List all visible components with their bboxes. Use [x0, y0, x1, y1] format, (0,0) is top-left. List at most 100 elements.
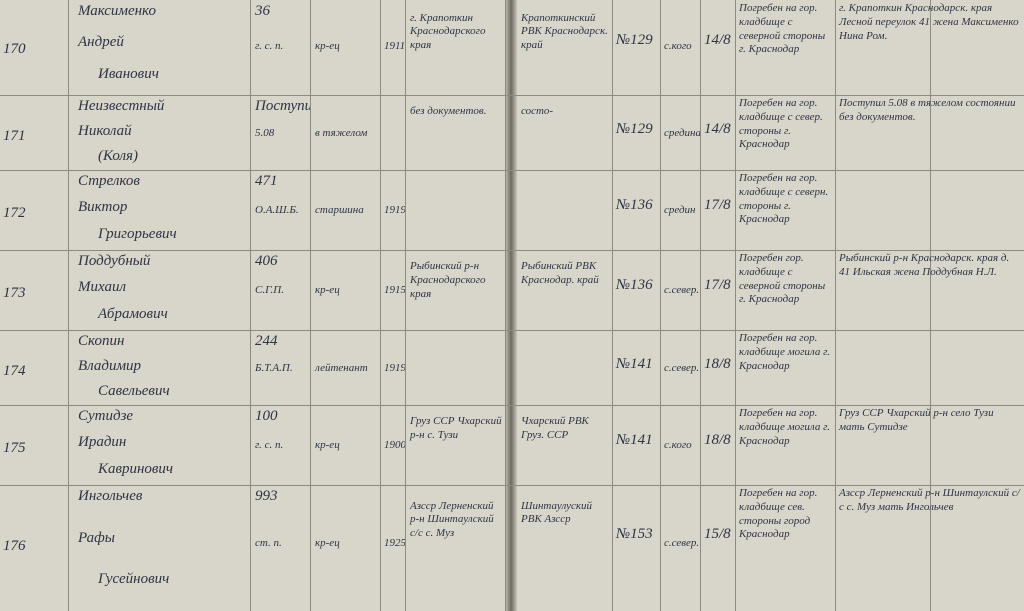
burial: Погребен на гор. кладбище могила г. Крас…: [739, 407, 830, 447]
cause: с.север.: [664, 537, 700, 550]
surname: Поддубный: [78, 253, 151, 269]
unit-type: С.Г.П.: [255, 284, 284, 296]
date: 18/8: [704, 355, 731, 372]
record-number: №141: [616, 355, 653, 372]
row-number: 175: [3, 440, 26, 456]
rank: кр-ец: [315, 284, 340, 296]
date: 17/8: [704, 197, 731, 213]
birth-year: 1900: [384, 439, 405, 451]
unit: Поступил: [255, 98, 310, 114]
patronymic: Савельевич: [98, 382, 170, 399]
patronymic: (Коля): [98, 147, 139, 164]
unit-type: 5.08: [255, 127, 275, 139]
column-rule: [700, 0, 701, 611]
unit: 993: [255, 488, 278, 504]
rank: кр-ец: [315, 40, 340, 52]
first-name: Михаил: [78, 279, 126, 296]
surname: Ингольчев: [78, 488, 143, 504]
unit: 244: [255, 333, 278, 349]
birthplace: Азсср Лерненский р-н Шинтаулский с/с с. …: [410, 499, 494, 540]
row-rule: [0, 485, 1024, 486]
birth-year: 1911: [384, 40, 405, 52]
column-rule: [660, 0, 661, 611]
rank: старшина: [315, 204, 364, 216]
record-number: №136: [616, 197, 653, 213]
row-rule: [0, 170, 1024, 171]
record-number: №141: [616, 432, 653, 448]
column-rule: [505, 0, 506, 611]
record-number: №136: [616, 277, 653, 293]
draft-office: Шинтаулуский РВК Азсср: [521, 499, 593, 526]
date: 14/8: [704, 120, 731, 137]
first-name: Николай: [78, 122, 132, 139]
unit: 406: [255, 253, 278, 269]
surname: Стрелков: [78, 173, 140, 189]
book-gutter: [505, 0, 517, 611]
column-rule: [612, 0, 613, 611]
row-rule: [0, 95, 1024, 96]
row-rule: [0, 405, 1024, 406]
birthplace: [407, 178, 505, 250]
burial: Погребен на гор. кладбище с северн. стор…: [739, 172, 829, 226]
birthplace: без документов.: [410, 104, 487, 117]
unit-type: г. с. п.: [255, 40, 284, 52]
row-number: 173: [3, 285, 26, 301]
cause: с.север.: [664, 362, 700, 374]
relatives: Груз ССР Чхарский р-н село Тузи мать Сут…: [839, 407, 994, 433]
row-number: 172: [3, 205, 26, 221]
row-rule: [0, 250, 1024, 251]
burial: Погребен на гор. кладбище могила г. Крас…: [739, 332, 830, 372]
unit: 100: [255, 408, 278, 424]
relatives: [836, 330, 1024, 405]
cause: с.кого: [664, 439, 692, 451]
birthplace: Рыбинский р-н Краснодарского края: [410, 260, 486, 300]
burial: Погребен на гор. кладбище сев. стороны г…: [739, 487, 818, 541]
surname: Сутидзе: [78, 408, 134, 424]
unit-type: ст. п.: [255, 537, 282, 550]
row-number: 174: [3, 363, 26, 379]
unit-type: Б.Т.А.П.: [255, 362, 293, 374]
unit-type: О.А.Ш.Б.: [255, 204, 299, 216]
birth-year: [381, 125, 405, 170]
birth-year: 1915: [384, 284, 405, 296]
draft-office: Крапоткинский РВК Краснодарск. край: [521, 11, 608, 52]
surname: Максименко: [78, 3, 157, 19]
patronymic: Абрамович: [98, 305, 168, 322]
column-rule: [250, 0, 251, 611]
surname: Неизвестный: [78, 98, 165, 114]
date: 18/8: [704, 432, 731, 448]
first-name: Андрей: [78, 34, 124, 51]
unit-type: г. с. п.: [255, 439, 284, 451]
relatives: г. Крапоткин Краснодарск. края Лесной пе…: [839, 2, 1019, 42]
birth-year: 1919: [384, 362, 405, 374]
first-name: Виктор: [78, 199, 128, 216]
burial: Погребен на гор. кладбище с север. сторо…: [739, 97, 823, 151]
column-rule: [310, 0, 311, 611]
draft-office: [518, 178, 612, 250]
rank: кр-ец: [315, 537, 340, 550]
cause: средин: [664, 204, 696, 216]
relatives: Азсср Лерненский р-н Шинтаулский с/с с. …: [839, 487, 1020, 513]
column-rule: [405, 0, 406, 611]
birthplace: [407, 338, 505, 406]
column-rule: [380, 0, 381, 611]
cause: с.кого: [664, 40, 692, 52]
patronymic: Гусейнович: [98, 571, 170, 588]
first-name: Владимир: [78, 357, 142, 374]
column-rule: [68, 0, 69, 611]
row-number: 176: [3, 538, 26, 555]
date: 15/8: [704, 525, 731, 542]
date: 14/8: [704, 31, 731, 48]
column-rule: [835, 0, 836, 611]
row-number: 171: [3, 128, 26, 144]
relatives: Рыбинский р-н Краснодарск. края д. 41 Ил…: [839, 252, 1010, 278]
rank: лейтенант: [315, 362, 368, 374]
burial: Погребен на гор. кладбище с северной сто…: [739, 2, 826, 56]
record-number: №129: [616, 31, 653, 48]
relatives: Поступил 5.08 в тяжелом состоянии без до…: [839, 97, 1016, 123]
rank: в тяжелом: [315, 127, 368, 139]
surname: Скопин: [78, 333, 125, 349]
birthplace: Груз ССР Чхарский р-н с. Тузи: [410, 415, 502, 441]
first-name: Ирадин: [78, 434, 127, 451]
draft-office: Чхарский РВК Груз. ССР: [521, 415, 589, 441]
